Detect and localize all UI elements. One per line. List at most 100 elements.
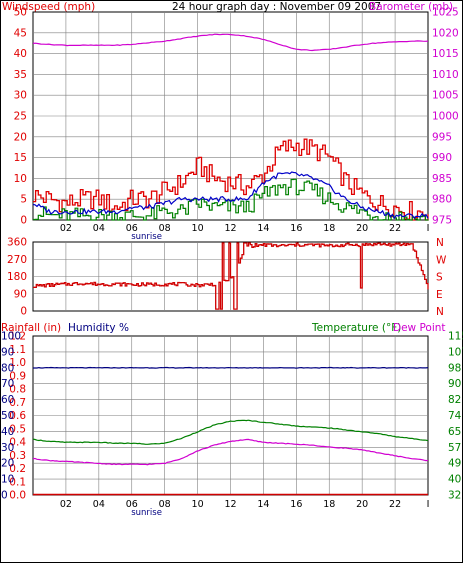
temperature-tick-label: 74 bbox=[448, 410, 462, 422]
direction-tick-label: 360 bbox=[7, 237, 27, 249]
temperature-tick-label: 65 bbox=[448, 426, 461, 438]
humidity-tick-label: 0 bbox=[1, 490, 8, 502]
dewpoint-axis-title: Dew Point bbox=[393, 322, 446, 334]
chart-title: 24 hour graph day : November 09 2007 bbox=[172, 1, 381, 13]
humidity-tick-label: 10 bbox=[1, 474, 14, 486]
humidity-series-line bbox=[33, 366, 429, 369]
barometer-tick-label: 995 bbox=[432, 131, 452, 143]
humidity-tick-label: 50 bbox=[1, 410, 14, 422]
rainfall-tick-label: 1.1 bbox=[9, 344, 26, 356]
direction-tick-label: 180 bbox=[7, 271, 27, 283]
temperature-series-line bbox=[32, 419, 429, 445]
humidity-tick-label: 80 bbox=[1, 362, 14, 374]
temperature-tick-label: 40 bbox=[448, 474, 461, 486]
barometer-tick-label: 1000 bbox=[432, 111, 459, 123]
barometer-tick-label: 975 bbox=[432, 215, 452, 227]
windspeed-tick-label: 40 bbox=[14, 48, 27, 60]
rainfall-tick-label: 1.0 bbox=[9, 357, 26, 369]
temperature-tick-label: 49 bbox=[448, 458, 461, 470]
x-tick-label: 06 bbox=[126, 499, 138, 510]
wind-direction-series-line bbox=[33, 242, 429, 310]
rainfall-axis-title: Rainfall (in) bbox=[1, 322, 61, 334]
compass-tick-label: E bbox=[436, 289, 443, 301]
humidity-tick-label: 60 bbox=[1, 394, 14, 406]
windspeed-tick-label: 35 bbox=[14, 69, 27, 81]
rainfall-tick-label: 0.0 bbox=[9, 490, 26, 502]
temperature-humidity-panel: 0.0 0.10.20.30.4 0.50.60.70.8 0.91.01.11.2 0… bbox=[1, 331, 463, 519]
x-tick-label: I bbox=[427, 223, 430, 234]
rainfall-tick-label: 0.9 bbox=[9, 370, 26, 382]
humidity-tick-label: 90 bbox=[1, 346, 14, 358]
x-tick-label: 04 bbox=[93, 499, 105, 510]
x-tick-label: 08 bbox=[159, 223, 171, 234]
average-wind-series-line bbox=[32, 171, 429, 220]
barometer-tick-label: 980 bbox=[432, 194, 452, 206]
humidity-tick-label: 20 bbox=[1, 458, 14, 470]
temperature-tick-label: 90 bbox=[448, 378, 461, 390]
barometer-series-line bbox=[32, 33, 429, 52]
humidity-tick-label: 70 bbox=[1, 378, 14, 390]
compass-tick-label: N bbox=[436, 237, 444, 249]
barometer-tick-label: 1015 bbox=[432, 48, 459, 60]
x-tick-label: 12 bbox=[224, 499, 236, 510]
x-tick-label: 02 bbox=[60, 499, 72, 510]
x-tick-label: 04 bbox=[93, 223, 105, 234]
temperature-tick-label: 107 bbox=[448, 346, 463, 358]
barometer-tick-label: 1020 bbox=[432, 27, 459, 39]
windspeed-tick-label: 50 bbox=[14, 7, 27, 19]
humidity-tick-label: 30 bbox=[1, 442, 14, 454]
x-tick-label: 16 bbox=[290, 223, 302, 234]
rainfall-tick-label: 0.5 bbox=[9, 423, 26, 435]
direction-tick-label: 0 bbox=[20, 306, 27, 318]
windspeed-axis-title: Windspeed (mph) bbox=[2, 1, 95, 13]
compass-tick-label: W bbox=[436, 254, 447, 266]
rainfall-tick-label: 0.6 bbox=[9, 410, 26, 422]
compass-tick-label: S bbox=[436, 272, 443, 284]
windspeed-tick-label: 5 bbox=[20, 194, 27, 206]
windspeed-tick-label: 20 bbox=[14, 131, 27, 143]
windspeed-tick-label: 45 bbox=[14, 27, 27, 39]
rainfall-tick-label: 0.1 bbox=[9, 476, 26, 488]
wind-barometer-panel: 0510152025303540455097598098599099510001… bbox=[14, 7, 459, 243]
direction-tick-label: 90 bbox=[14, 288, 27, 300]
rainfall-tick-label: 1.2 bbox=[9, 331, 26, 343]
direction-tick-label: 270 bbox=[7, 254, 27, 266]
temperature-axis-title: Temperature (°F) bbox=[311, 322, 401, 334]
x-tick-label: 10 bbox=[192, 223, 204, 234]
x-tick-label: 20 bbox=[356, 223, 368, 234]
temperature-tick-label: 57 bbox=[448, 442, 461, 454]
x-tick-label: 16 bbox=[290, 499, 302, 510]
rainfall-tick-label: 0.8 bbox=[9, 384, 26, 396]
rainfall-tick-label: 0.4 bbox=[9, 437, 26, 449]
rainfall-tick-label: 0.7 bbox=[9, 397, 26, 409]
gust-series-line bbox=[33, 138, 429, 221]
dewpoint-series-line bbox=[32, 438, 429, 466]
x-tick-label: 08 bbox=[159, 499, 171, 510]
temperature-tick-label: 32 bbox=[448, 490, 461, 502]
x-tick-label: 14 bbox=[257, 499, 269, 510]
barometer-tick-label: 1005 bbox=[432, 90, 459, 102]
windspeed-tick-label: 25 bbox=[14, 111, 27, 123]
x-tick-label: 02 bbox=[60, 223, 72, 234]
temperature-tick-label: 98 bbox=[448, 362, 461, 374]
rainfall-tick-label: 0.3 bbox=[9, 450, 26, 462]
humidity-axis-title: Humidity % bbox=[68, 322, 129, 334]
windspeed-tick-label: 15 bbox=[14, 152, 27, 164]
sunrise-label: sunrise bbox=[131, 508, 162, 518]
windspeed-tick-label: 10 bbox=[14, 173, 27, 185]
humidity-tick-label: 40 bbox=[1, 426, 14, 438]
x-tick-label: I bbox=[427, 499, 430, 510]
x-tick-label: 06 bbox=[126, 223, 138, 234]
x-tick-label: 14 bbox=[257, 223, 269, 234]
temperature-tick-label: 115 bbox=[448, 331, 463, 343]
humidity-tick-label: 100 bbox=[1, 331, 21, 343]
windspeed-tick-label: 0 bbox=[20, 215, 27, 227]
x-tick-label: 10 bbox=[192, 499, 204, 510]
x-tick-label: 22 bbox=[389, 223, 401, 234]
x-tick-label: 12 bbox=[224, 223, 236, 234]
barometer-tick-label: 985 bbox=[432, 173, 452, 185]
x-tick-label: 18 bbox=[323, 223, 335, 234]
